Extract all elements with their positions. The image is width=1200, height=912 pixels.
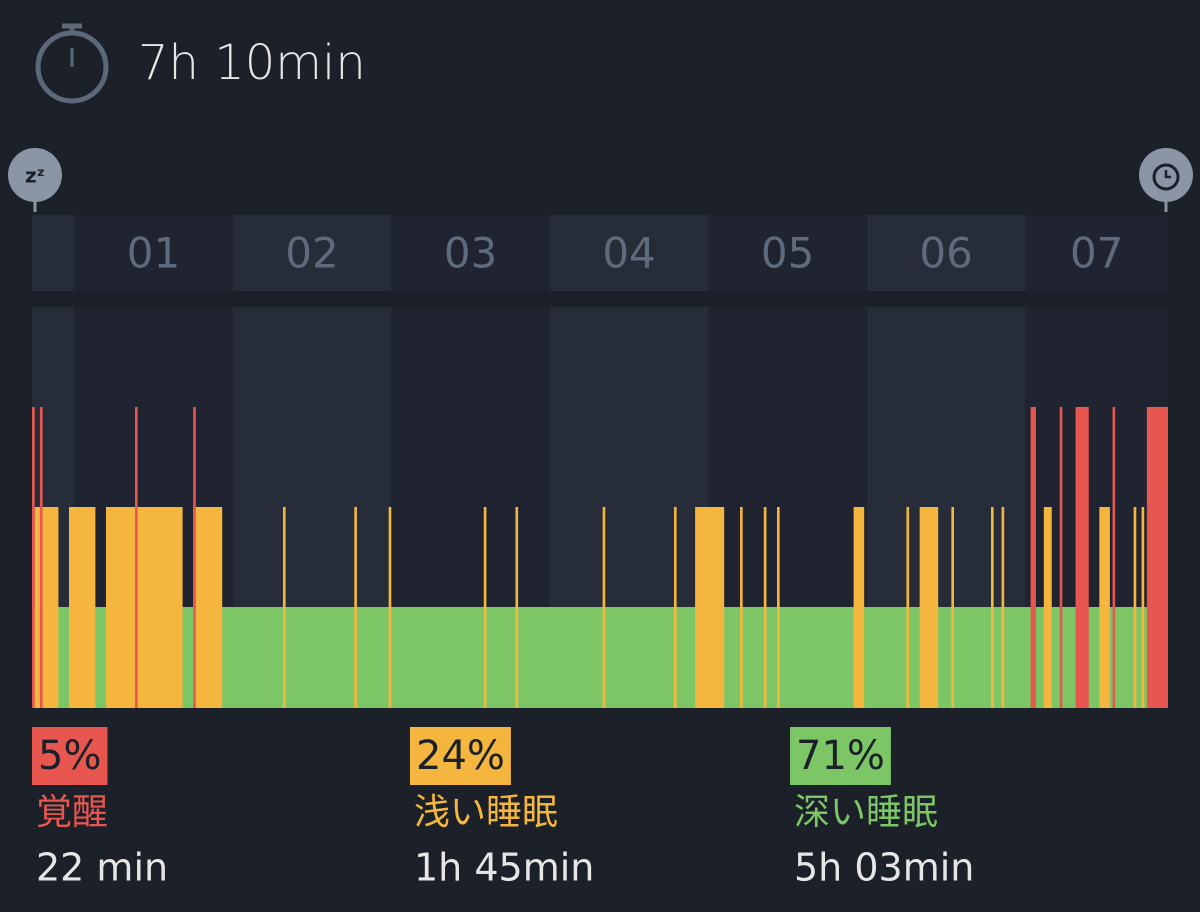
sleep-start-pin: zᶻ (8, 148, 62, 212)
light-segment (695, 507, 725, 708)
stat-0: 5% 覚醒 22 min (32, 727, 168, 890)
light-segment (740, 507, 743, 708)
alarm-pin (1139, 148, 1193, 212)
light-segment (1001, 507, 1005, 708)
light-segment (919, 507, 939, 708)
hour-header-cell (391, 215, 550, 291)
hour-label: 02 (285, 229, 338, 278)
light-segment (483, 507, 487, 708)
hour-header-cell (866, 215, 1026, 291)
percent: 5% (38, 733, 101, 779)
hour-label: 04 (602, 229, 655, 278)
hour-header-cell (32, 215, 75, 291)
light-segment (515, 507, 519, 708)
duration-title: 7h 10min (138, 35, 366, 91)
stage-label: 深い睡眠 (794, 792, 938, 833)
hour-header-cell (549, 215, 709, 291)
stats: 5% 覚醒 22 min 24% 浅い睡眠 1h 45min 71% 深い睡眠 5h 03min (32, 727, 974, 890)
awake-segment (1146, 407, 1168, 708)
stage-label: 覚醒 (36, 792, 108, 833)
stage-duration: 22 min (36, 846, 168, 890)
hour-label: 05 (761, 229, 814, 278)
light-segment (602, 507, 606, 708)
light-segment (990, 507, 994, 708)
light-segment (853, 507, 865, 708)
stopwatch-icon (35, 23, 109, 104)
percent-box (410, 727, 511, 785)
percent: 71% (796, 733, 885, 779)
awake-segment (1059, 407, 1063, 708)
hour-label: 07 (1070, 229, 1123, 278)
hour-label: 01 (127, 229, 180, 278)
light-segment (777, 507, 780, 708)
svg-text:zᶻ: zᶻ (25, 164, 45, 188)
hour-header-cell (232, 215, 392, 291)
light-segment (673, 507, 677, 708)
percent-box (790, 727, 891, 785)
light-segment (951, 507, 955, 708)
awake-segment (1030, 407, 1036, 708)
hour-label: 03 (444, 229, 497, 278)
percent: 24% (416, 733, 505, 779)
light-segment (906, 507, 910, 708)
light-segment (1141, 507, 1145, 708)
light-segment (105, 507, 183, 708)
stage-duration: 5h 03min (794, 846, 974, 890)
light-segment (1043, 507, 1052, 708)
hour-header-cell (1025, 215, 1168, 291)
awake-segment (39, 407, 43, 708)
hypnogram (32, 407, 1168, 708)
light-segment (354, 507, 357, 708)
hour-header-cell (74, 215, 233, 291)
stat-1: 24% 浅い睡眠 1h 45min (410, 727, 594, 890)
light-segment (388, 507, 392, 708)
stat-2: 71% 深い睡眠 5h 03min (790, 727, 974, 890)
awake-segment (193, 407, 196, 708)
awake-segment (32, 407, 35, 708)
percent-box (32, 727, 108, 785)
stage-label: 浅い睡眠 (414, 792, 558, 833)
light-segment (34, 507, 59, 708)
light-segment (282, 507, 286, 708)
hour-header-cell (708, 215, 867, 291)
stage-duration: 1h 45min (414, 846, 594, 890)
awake-segment (1075, 407, 1089, 708)
awake-segment (135, 407, 138, 708)
light-segment (763, 507, 767, 708)
awake-segment (1112, 407, 1116, 708)
hour-label: 06 (919, 229, 972, 278)
light-segment (1133, 507, 1137, 708)
light-segment (68, 507, 96, 708)
light-segment (1099, 507, 1110, 708)
light-segment (193, 507, 223, 708)
